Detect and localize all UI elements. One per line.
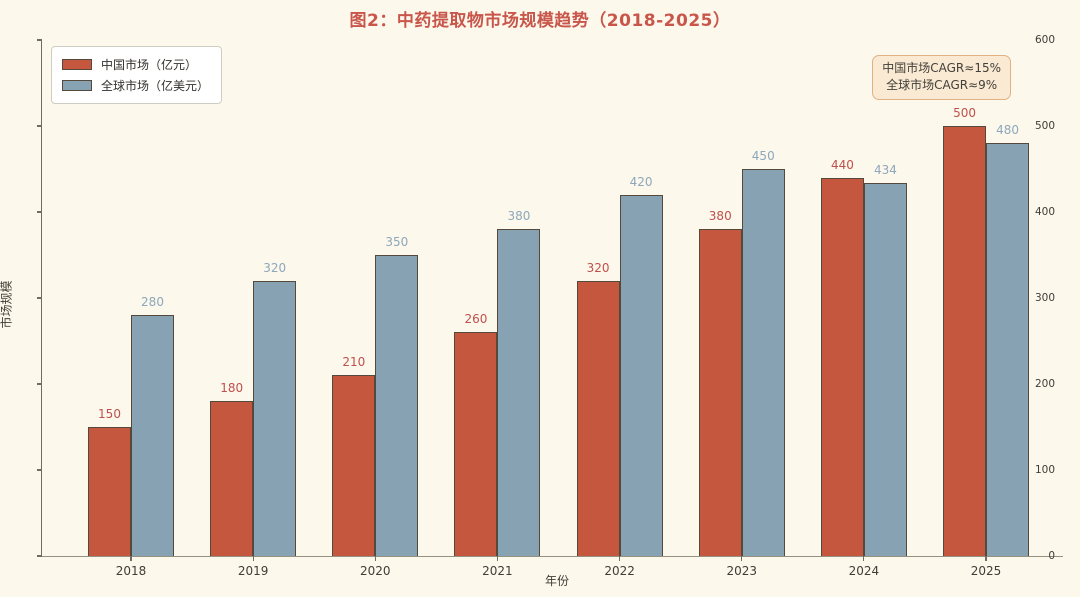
x-tick-mark: [130, 556, 132, 561]
legend: 中国市场（亿元） 全球市场（亿美元）: [51, 46, 223, 104]
x-tick-mark: [619, 556, 621, 561]
bar-value-label: 260: [464, 312, 488, 327]
x-tick-label: 2023: [726, 564, 758, 578]
bar-value-label: 320: [263, 260, 287, 275]
bar-value-label: 380: [708, 209, 732, 224]
x-tick-label: 2020: [360, 564, 391, 578]
x-tick-label: 2018: [115, 564, 147, 578]
bar-global-2019: [253, 280, 297, 556]
y-tick-label: 200: [1034, 378, 1055, 390]
x-tick-label: 2022: [604, 564, 635, 578]
x-axis-label: 年份: [544, 574, 569, 588]
legend-label-global: 全球市场（亿美元）: [101, 79, 210, 93]
x-tick-mark: [863, 556, 865, 561]
y-tick-mark: [37, 211, 42, 213]
x-tick-label: 2021: [482, 564, 513, 578]
legend-item-global: 全球市场（亿美元）: [62, 75, 209, 96]
bar-china-2023: [698, 229, 742, 556]
bar-china-2019: [210, 401, 254, 556]
bar-china-2025: [943, 126, 987, 556]
bar-value-label: 440: [830, 157, 854, 172]
bar-value-label: 320: [586, 260, 610, 275]
x-tick-mark: [374, 556, 376, 561]
legend-swatch-china: [62, 59, 92, 70]
cagr-annotation-line-china: 中国市场CAGR≈15%: [882, 61, 1001, 75]
bar-global-2018: [131, 315, 174, 556]
y-tick-mark: [37, 469, 42, 471]
bar-global-2020: [375, 255, 419, 556]
bar-value-label: 450: [751, 149, 775, 163]
y-tick-label: 100: [1034, 464, 1055, 476]
x-tick-mark: [496, 556, 499, 561]
bar-value-label: 480: [996, 123, 1019, 138]
x-tick-label: 2024: [848, 564, 880, 578]
bar-value-label: 280: [141, 295, 164, 310]
x-tick-mark: [741, 556, 743, 561]
y-tick-label: 500: [1034, 120, 1055, 132]
bar-value-label: 150: [98, 407, 121, 421]
bar-value-label: 380: [507, 209, 531, 224]
legend-item-china: 中国市场（亿元）: [62, 54, 209, 75]
y-axis-label: 市场规模: [0, 280, 14, 329]
y-tick-mark: [37, 125, 42, 127]
bar-china-2024: [820, 177, 864, 556]
cagr-annotation-line-global: 全球市场CAGR≈9%: [886, 78, 998, 93]
bar-global-2023: [741, 169, 785, 556]
bar-china-2018: [88, 427, 131, 556]
bar-value-label: 434: [873, 162, 897, 177]
y-tick-mark: [37, 383, 42, 385]
bar-global-2024: [863, 182, 907, 556]
chart-title: 图2：中药提取物市场规模趋势（2018-2025）: [349, 11, 731, 31]
bar-value-label: 350: [385, 235, 409, 249]
legend-label-china: 中国市场（亿元）: [101, 58, 198, 72]
y-tick-label: 0: [1048, 550, 1055, 562]
plot-area: 中国市场（亿元） 全球市场（亿美元） 中国市场CAGR≈15% 全球市场CAGR…: [37, 34, 1063, 578]
y-tick-mark: [37, 555, 42, 557]
y-tick-label: 400: [1034, 206, 1055, 218]
y-tick-mark: [37, 297, 42, 299]
cagr-annotation: 中国市场CAGR≈15% 全球市场CAGR≈9%: [872, 55, 1011, 100]
x-tick-mark: [252, 556, 254, 561]
y-tick-label: 300: [1034, 292, 1055, 304]
bar-global-2022: [619, 194, 663, 556]
bar-global-2021: [497, 229, 541, 556]
bar-global-2025: [986, 143, 1030, 556]
x-tick-label: 2019: [237, 564, 269, 578]
bar-value-label: 210: [342, 355, 366, 370]
bar-value-label: 180: [220, 381, 244, 396]
bar-china-2020: [332, 375, 376, 556]
bar-china-2021: [454, 332, 498, 556]
legend-swatch-global: [62, 80, 92, 91]
bar-value-label: 420: [629, 174, 653, 189]
x-tick-label: 2025: [970, 564, 1002, 578]
x-tick-mark: [985, 556, 987, 561]
y-tick-label: 600: [1034, 34, 1055, 46]
y-tick-mark: [37, 39, 42, 41]
bar-china-2022: [576, 280, 620, 556]
bar-value-label: 500: [953, 106, 976, 120]
